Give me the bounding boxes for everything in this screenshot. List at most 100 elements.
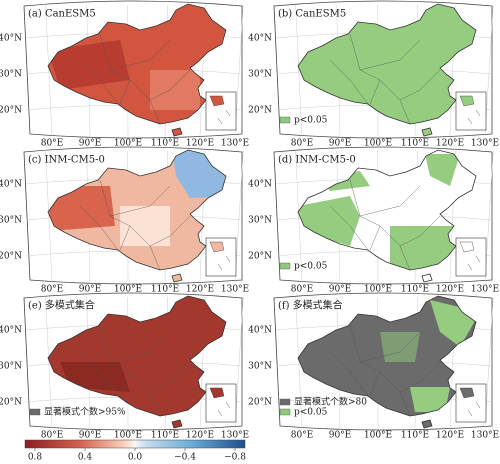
lon-label: 120°E: [436, 285, 464, 295]
legend-label: p<0.05: [294, 262, 328, 272]
lon-label: 80°E: [291, 139, 314, 149]
region-patch: [425, 154, 460, 186]
panel-label: (d) INM-CM5-0: [278, 155, 356, 166]
graticule: [234, 296, 244, 429]
panel-label: (a) CanESM5: [28, 9, 96, 20]
lon-label: 120°E: [186, 285, 214, 295]
map-panel: (d) INM-CM5-0 40°N 30°N 20°N 80°E 90°E 100°E 11…: [248, 146, 499, 295]
map-panel: (c) INM-CM5-0 40°N 30°N 20°N 80°E 90°E 100°E 11…: [0, 146, 249, 295]
region-fill: [298, 4, 476, 136]
lon-label: 90°E: [79, 431, 102, 441]
lon-label: 130°E: [221, 285, 249, 295]
inset-outline: [209, 387, 231, 417]
lat-label: 20°N: [0, 106, 22, 116]
region-patch: [410, 387, 450, 412]
graticule: [295, 296, 303, 429]
province-borders: [79, 325, 191, 417]
graticule: [295, 150, 303, 283]
lat-label: 30°N: [248, 362, 272, 372]
lon-label: 110°E: [401, 431, 429, 441]
lon-label: 130°E: [221, 139, 249, 149]
lat-label: 40°N: [0, 34, 22, 44]
legend-swatch: [279, 262, 291, 270]
country-outline: [297, 295, 477, 429]
lon-label: 130°E: [471, 285, 499, 295]
lon-label: 110°E: [151, 431, 179, 441]
legend-swatch: [279, 116, 291, 124]
lon-label: 90°E: [329, 285, 352, 295]
country-outline: [47, 3, 227, 137]
lon-label: 90°E: [329, 431, 352, 441]
legend-label: 显著模式个数>95%: [44, 406, 126, 418]
province-borders: [79, 179, 191, 271]
lon-label: 100°E: [364, 139, 392, 149]
region-patch: [48, 40, 130, 90]
country-outline: [297, 149, 477, 283]
inset-outline: [209, 95, 231, 125]
lon-label: 100°E: [114, 285, 142, 295]
legend-swatch: [279, 408, 291, 416]
lon-label: 80°E: [291, 431, 314, 441]
lon-label: 110°E: [151, 285, 179, 295]
lat-label: 30°N: [248, 216, 272, 226]
map-panel: (e) 多模式集合 40°N 30°N 20°N 80°E 90°E 100°E 110°E 1…: [0, 292, 249, 441]
panel-label: (e) 多模式集合: [28, 299, 95, 312]
lat-label: 40°N: [0, 180, 22, 190]
legend-label: p<0.05: [294, 116, 328, 126]
colorbar-label: −0.8: [224, 453, 246, 463]
lon-label: 100°E: [364, 285, 392, 295]
graticule: [234, 150, 244, 283]
lon-label: 120°E: [186, 139, 214, 149]
region-patch: [380, 332, 420, 362]
graticule: [484, 4, 494, 137]
lon-label: 130°E: [471, 431, 499, 441]
graticule: [484, 150, 494, 283]
lon-label: 130°E: [221, 431, 249, 441]
colorbar-label: −0.4: [174, 453, 196, 463]
lon-label: 110°E: [401, 285, 429, 295]
lat-label: 30°N: [0, 70, 22, 80]
lon-label: 120°E: [436, 139, 464, 149]
graticule: [234, 4, 244, 137]
lat-label: 20°N: [0, 252, 22, 262]
panel-label: (b) CanESM5: [278, 9, 346, 20]
graticule: [45, 296, 53, 429]
lon-label: 100°E: [114, 431, 142, 441]
province-borders: [329, 179, 441, 271]
inset-outline: [459, 241, 481, 271]
lon-label: 120°E: [186, 431, 214, 441]
country-outline: [297, 3, 477, 137]
panel-label: (c) INM-CM5-0: [28, 155, 105, 166]
province-borders: [79, 33, 191, 125]
lon-label: 90°E: [79, 139, 102, 149]
lat-label: 40°N: [248, 180, 272, 190]
graticule: [295, 4, 303, 137]
map-panel: (f) 多模式集合 40°N 30°N 20°N 80°E 90°E 100°E 110°E 1…: [248, 292, 499, 441]
lon-label: 130°E: [471, 139, 499, 149]
region-fill: [48, 296, 226, 428]
lat-label: 30°N: [248, 70, 272, 80]
inset-outline: [459, 387, 481, 417]
country-outline: [47, 149, 227, 283]
lat-label: 40°N: [248, 326, 272, 336]
lon-label: 90°E: [329, 139, 352, 149]
lon-label: 120°E: [436, 431, 464, 441]
region-patch: [120, 206, 170, 246]
lon-label: 80°E: [41, 285, 64, 295]
lat-label: 20°N: [248, 252, 272, 262]
lon-label: 110°E: [151, 139, 179, 149]
lat-label: 40°N: [248, 34, 272, 44]
lon-label: 110°E: [401, 139, 429, 149]
colorbar-label: 0.4: [78, 453, 93, 463]
lat-label: 40°N: [0, 326, 22, 336]
lon-label: 100°E: [364, 431, 392, 441]
province-borders: [329, 33, 441, 125]
lat-label: 20°N: [248, 398, 272, 408]
lon-label: 80°E: [41, 431, 64, 441]
lat-label: 30°N: [0, 362, 22, 372]
map-panel: (b) CanESM5 40°N 30°N 20°N 80°E 90°E 100°E 110°…: [248, 0, 499, 149]
colorbar-label: 0.8: [28, 453, 43, 463]
map-panel: (a) CanESM5 40°N 30°N 20°N 80°E 90°E 100°E 110°…: [0, 0, 249, 149]
legend-label: p<0.05: [294, 408, 328, 418]
